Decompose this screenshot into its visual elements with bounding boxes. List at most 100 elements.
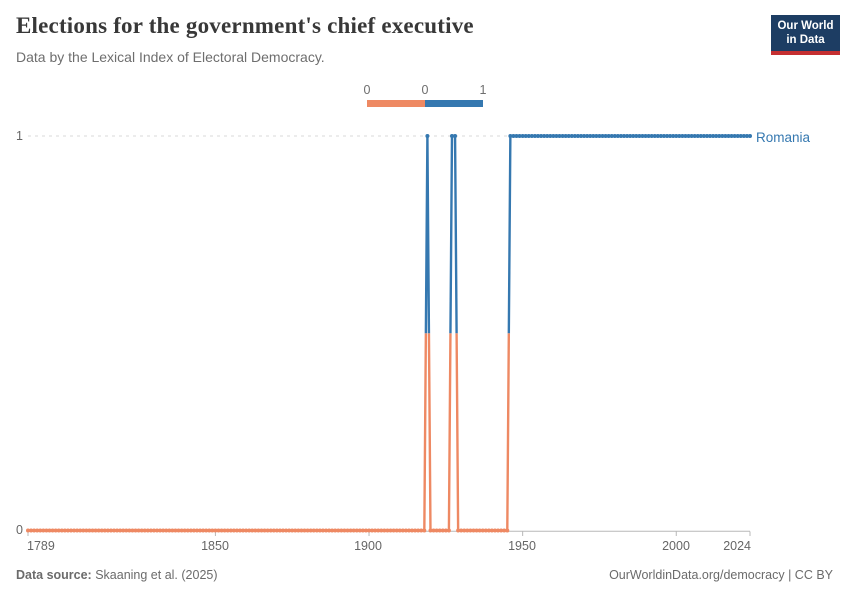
y-axis-label-0: 0 [16,523,23,537]
data-point [600,134,605,138]
x-axis-label-1950: 1950 [508,539,536,553]
data-point [655,134,660,138]
data-point [228,528,233,533]
data-point [560,134,565,138]
data-point [400,528,405,533]
data-point [594,134,599,138]
data-point [225,528,230,533]
data-point [526,134,531,138]
data-point [683,134,688,138]
data-point [532,134,537,138]
data-point [643,134,648,138]
data-point [32,528,37,533]
data-point [505,528,510,533]
data-point [671,134,676,138]
footer-credit-link[interactable]: OurWorldinData.org/democracy | CC BY [609,568,833,582]
data-point [271,528,276,533]
data-point [118,528,123,533]
y-axis-label-1: 1 [16,129,23,143]
data-point [539,134,544,138]
data-point [204,528,209,533]
data-point [167,528,172,533]
data-point [499,528,504,533]
data-point [720,134,725,138]
data-point [603,134,608,138]
data-point [674,134,679,138]
data-point [692,134,697,138]
data-point [597,134,602,138]
data-point [689,134,694,138]
data-point [477,528,482,533]
data-point [668,134,673,138]
data-point [704,134,709,138]
data-point [210,528,215,533]
data-point [508,134,513,138]
data-point [299,528,304,533]
data-point [314,528,319,533]
data-point [127,528,132,533]
data-point [342,528,347,533]
data-point [354,528,359,533]
data-point [625,134,630,138]
data-point [437,528,442,533]
data-point [446,528,451,533]
data-point [188,528,193,533]
legend-swatch-value-1[interactable] [425,100,483,107]
data-point [108,528,113,533]
data-point [677,134,682,138]
data-point [582,134,587,138]
data-point [268,528,273,533]
x-axis-label-1850: 1850 [201,539,229,553]
data-point [406,528,411,533]
data-point [290,528,295,533]
data-point [425,134,430,138]
data-point [324,528,329,533]
data-point [732,134,737,138]
data-point [330,528,335,533]
data-point [191,528,196,533]
data-point [563,134,568,138]
data-point [502,528,507,533]
data-point [351,528,356,533]
owid-logo[interactable]: Our World in Data [771,15,840,55]
data-point [179,528,184,533]
data-point [29,528,34,533]
data-point [53,528,58,533]
data-point [680,134,685,138]
data-point [112,528,117,533]
data-point [311,528,316,533]
entity-label-romania[interactable]: Romania [756,130,811,145]
data-point [345,528,350,533]
data-point [136,528,141,533]
data-point [370,528,375,533]
data-point [139,528,144,533]
data-point [394,528,399,533]
data-point [649,134,654,138]
data-point [41,528,46,533]
data-point [357,528,362,533]
data-point [489,528,494,533]
data-point [606,134,611,138]
data-point [428,528,433,533]
footer-source: Data source: Skaaning et al. (2025) [16,568,218,582]
data-point [133,528,138,533]
data-point [440,528,445,533]
data-point [102,528,107,533]
data-point [124,528,129,533]
data-point [145,528,150,533]
data-point [735,134,740,138]
data-point [105,528,110,533]
data-point [262,528,267,533]
data-point [536,134,541,138]
data-point [468,528,473,533]
data-point [695,134,700,138]
data-point [729,134,734,138]
data-point [148,528,153,533]
data-point [569,134,574,138]
data-point [618,134,623,138]
data-point [443,528,448,533]
data-point [462,528,467,533]
legend-swatch-value-0[interactable] [367,100,425,107]
